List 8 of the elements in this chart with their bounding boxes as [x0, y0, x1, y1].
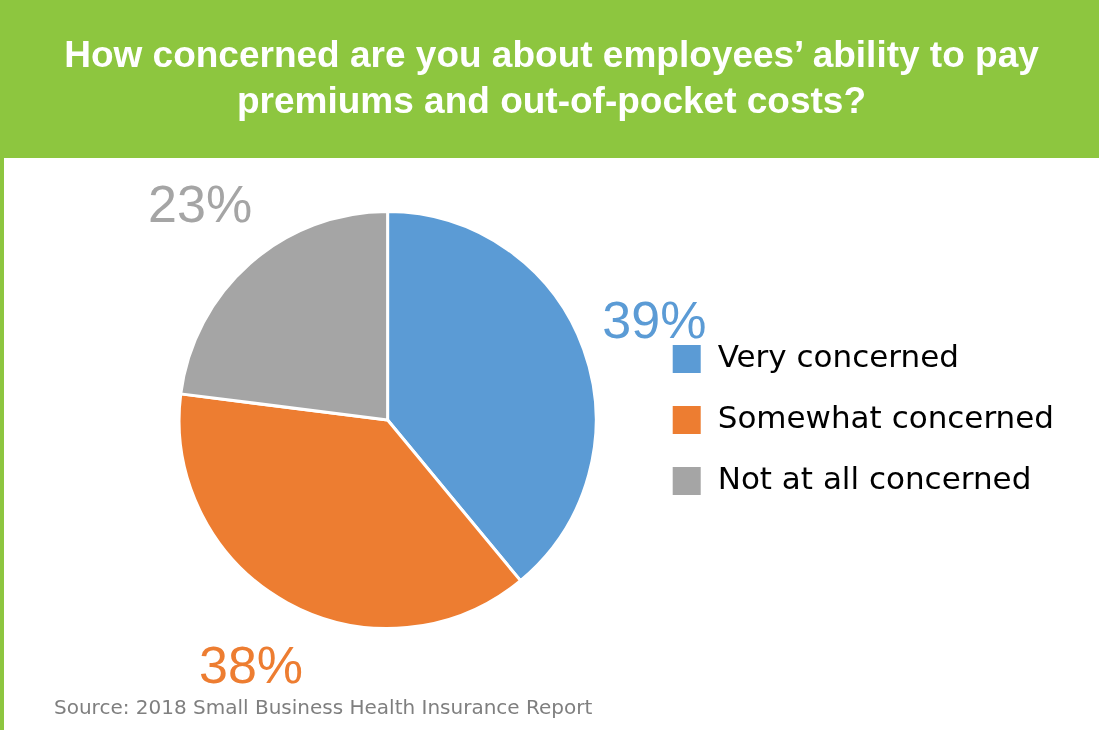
data-label: 39% — [602, 291, 707, 350]
source-note: Source: 2018 Small Business Health Insurance Report — [54, 695, 593, 719]
chart-title: How concerned are you about employees’ ability to pay premiums and out-of-pocket costs? — [4, 0, 1099, 158]
data-label: 38% — [198, 635, 304, 694]
legend-label: Very concerned — [717, 338, 959, 375]
data-label: 23% — [148, 174, 253, 233]
legend-label: Somewhat concerned — [717, 399, 1054, 436]
legend-label: Not at all concerned — [717, 460, 1032, 497]
